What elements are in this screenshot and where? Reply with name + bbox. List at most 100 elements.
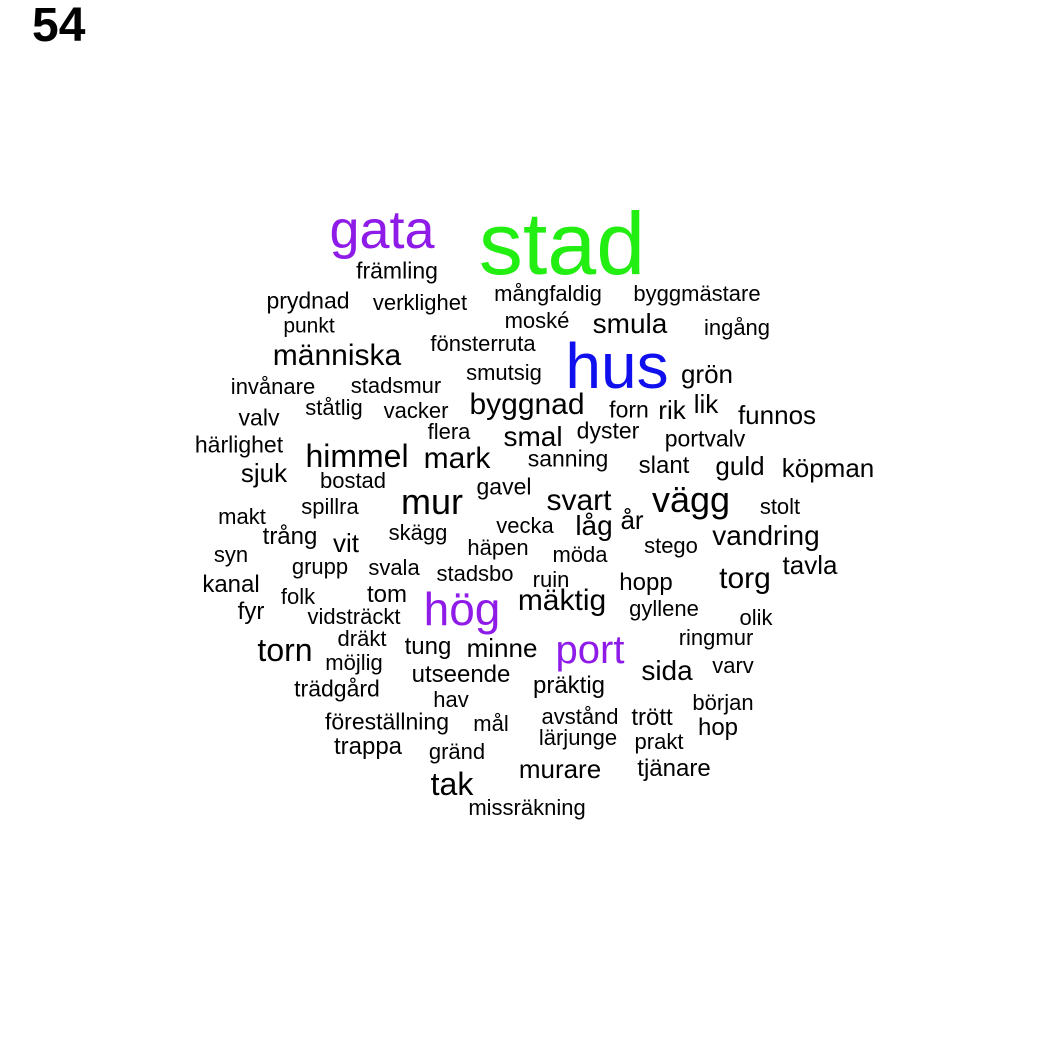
cloud-word-hus: hus: [565, 330, 669, 402]
cloud-word-punkt: punkt: [283, 314, 335, 338]
cloud-word-prydnad: prydnad: [266, 287, 350, 314]
cloud-word-forestallning: föreställning: [324, 708, 450, 735]
cloud-word-makt: makt: [218, 504, 266, 529]
cloud-word-svart: svart: [546, 484, 612, 517]
cloud-word-tavla: tavla: [782, 550, 838, 580]
cloud-word-smutsig: smutsig: [466, 360, 542, 385]
cloud-word-verklighet: verklighet: [372, 290, 468, 315]
cloud-word-murare: murare: [518, 754, 602, 784]
cloud-word-ruin: ruin: [532, 567, 570, 592]
cloud-word-ringmur: ringmur: [678, 625, 754, 650]
cloud-word-kopman: köpman: [781, 453, 875, 483]
cloud-word-trappa: trappa: [333, 733, 403, 760]
cloud-word-larjunge: lärjunge: [538, 725, 618, 750]
cloud-word-stad: stad: [478, 194, 646, 293]
cloud-word-vagg: vägg: [651, 479, 731, 520]
cloud-word-statlig: ståtlig: [305, 395, 363, 420]
cloud-word-stadsmur: stadsmur: [350, 373, 442, 398]
cloud-word-hopp: hopp: [619, 569, 673, 596]
cloud-word-sanning: sanning: [527, 445, 609, 472]
cloud-word-funnos: funnos: [737, 400, 817, 430]
cloud-word-hapen: häpen: [467, 535, 529, 560]
cloud-word-bostad: bostad: [319, 468, 387, 493]
cloud-word-varv: varv: [712, 653, 754, 678]
figure-number-label: 54: [32, 0, 86, 52]
cloud-word-portvalv: portvalv: [664, 425, 746, 452]
cloud-word-sjuk: sjuk: [240, 458, 288, 488]
cloud-word-borjan: början: [692, 690, 754, 715]
cloud-word-vecka: vecka: [496, 513, 554, 538]
cloud-word-minne: minne: [466, 633, 538, 663]
cloud-word-sida: sida: [641, 655, 693, 686]
cloud-word-svala: svala: [368, 555, 420, 580]
cloud-word-mur: mur: [401, 481, 463, 522]
cloud-word-grupp: grupp: [291, 554, 349, 579]
cloud-word-mangfaldig: mångfaldig: [494, 281, 602, 306]
cloud-word-lik: lik: [693, 389, 719, 419]
cloud-word-praktig: präktig: [532, 672, 606, 699]
cloud-word-maktig: mäktig: [517, 584, 607, 617]
cloud-word-hog: hög: [423, 583, 501, 635]
cloud-word-stolt: stolt: [759, 494, 801, 519]
cloud-word-forn: forn: [609, 396, 649, 423]
cloud-word-tjanare: tjänare: [637, 755, 711, 782]
cloud-word-syn: syn: [213, 542, 249, 567]
cloud-word-gron: grön: [680, 359, 734, 389]
cloud-word-utseende: utseende: [411, 661, 511, 688]
cloud-word-harlighet: härlighet: [194, 431, 284, 458]
cloud-word-moske: moské: [504, 308, 570, 333]
cloud-word-fonsterruta: fönsterruta: [430, 331, 536, 356]
cloud-word-drakt: dräkt: [337, 626, 387, 651]
cloud-word-trott: trött: [631, 704, 673, 731]
cloud-word-torg: torg: [719, 562, 771, 595]
cloud-word-grand: gränd: [428, 739, 486, 764]
cloud-word-ar: år: [620, 505, 644, 535]
cloud-word-slant: slant: [638, 452, 690, 479]
cloud-word-vacker: vacker: [383, 398, 449, 423]
cloud-word-gyllene: gyllene: [629, 596, 699, 621]
cloud-word-torn: torn: [257, 632, 313, 668]
cloud-word-flera: flera: [427, 419, 471, 444]
cloud-word-skagg: skägg: [388, 520, 448, 545]
cloud-word-smal: smal: [503, 421, 563, 452]
cloud-word-kanal: kanal: [202, 571, 260, 598]
cloud-word-gavel: gavel: [476, 473, 532, 500]
cloud-word-vidstrackt: vidsträckt: [307, 604, 401, 629]
cloud-word-smula: smula: [592, 308, 668, 339]
cloud-word-spillra: spillra: [301, 494, 359, 519]
cloud-word-byggnad: byggnad: [469, 388, 585, 421]
cloud-word-avstand: avstånd: [541, 704, 619, 729]
cloud-word-hav: hav: [433, 687, 469, 712]
cloud-word-prakt: prakt: [634, 729, 684, 754]
cloud-word-fyr: fyr: [237, 598, 265, 625]
cloud-word-framling: främling: [356, 257, 438, 284]
cloud-word-vit: vit: [333, 528, 359, 558]
cloud-word-mark: mark: [423, 442, 491, 475]
cloud-word-guld: guld: [715, 451, 765, 481]
cloud-word-folk: folk: [280, 584, 316, 609]
cloud-word-invanare: invånare: [230, 374, 316, 399]
cloud-word-moda: möda: [552, 542, 608, 567]
cloud-word-gata: gata: [329, 200, 435, 260]
cloud-word-himmel: himmel: [305, 438, 409, 474]
cloud-word-port: port: [555, 628, 625, 672]
cloud-word-tung: tung: [404, 633, 452, 660]
cloud-word-stadsbo: stadsbo: [436, 561, 514, 586]
cloud-word-tak: tak: [430, 766, 474, 802]
cloud-word-mojlig: möjlig: [325, 650, 383, 675]
cloud-word-dyster: dyster: [576, 417, 640, 444]
cloud-word-vandring: vandring: [712, 520, 820, 551]
cloud-word-olik: olik: [739, 605, 773, 630]
cloud-word-missrakning: missräkning: [468, 795, 586, 820]
cloud-word-tradgard: trädgård: [294, 675, 380, 702]
cloud-word-lag: låg: [575, 510, 613, 541]
cloud-word-trang: trång: [262, 523, 318, 550]
cloud-word-stego: stego: [644, 533, 698, 558]
cloud-word-mal: mål: [473, 711, 509, 736]
cloud-word-manniska: människa: [272, 339, 402, 372]
cloud-word-byggmastare: byggmästare: [633, 281, 761, 306]
cloud-word-hop: hop: [697, 714, 739, 741]
cloud-word-ingang: ingång: [703, 315, 771, 340]
cloud-word-valv: valv: [238, 404, 280, 431]
